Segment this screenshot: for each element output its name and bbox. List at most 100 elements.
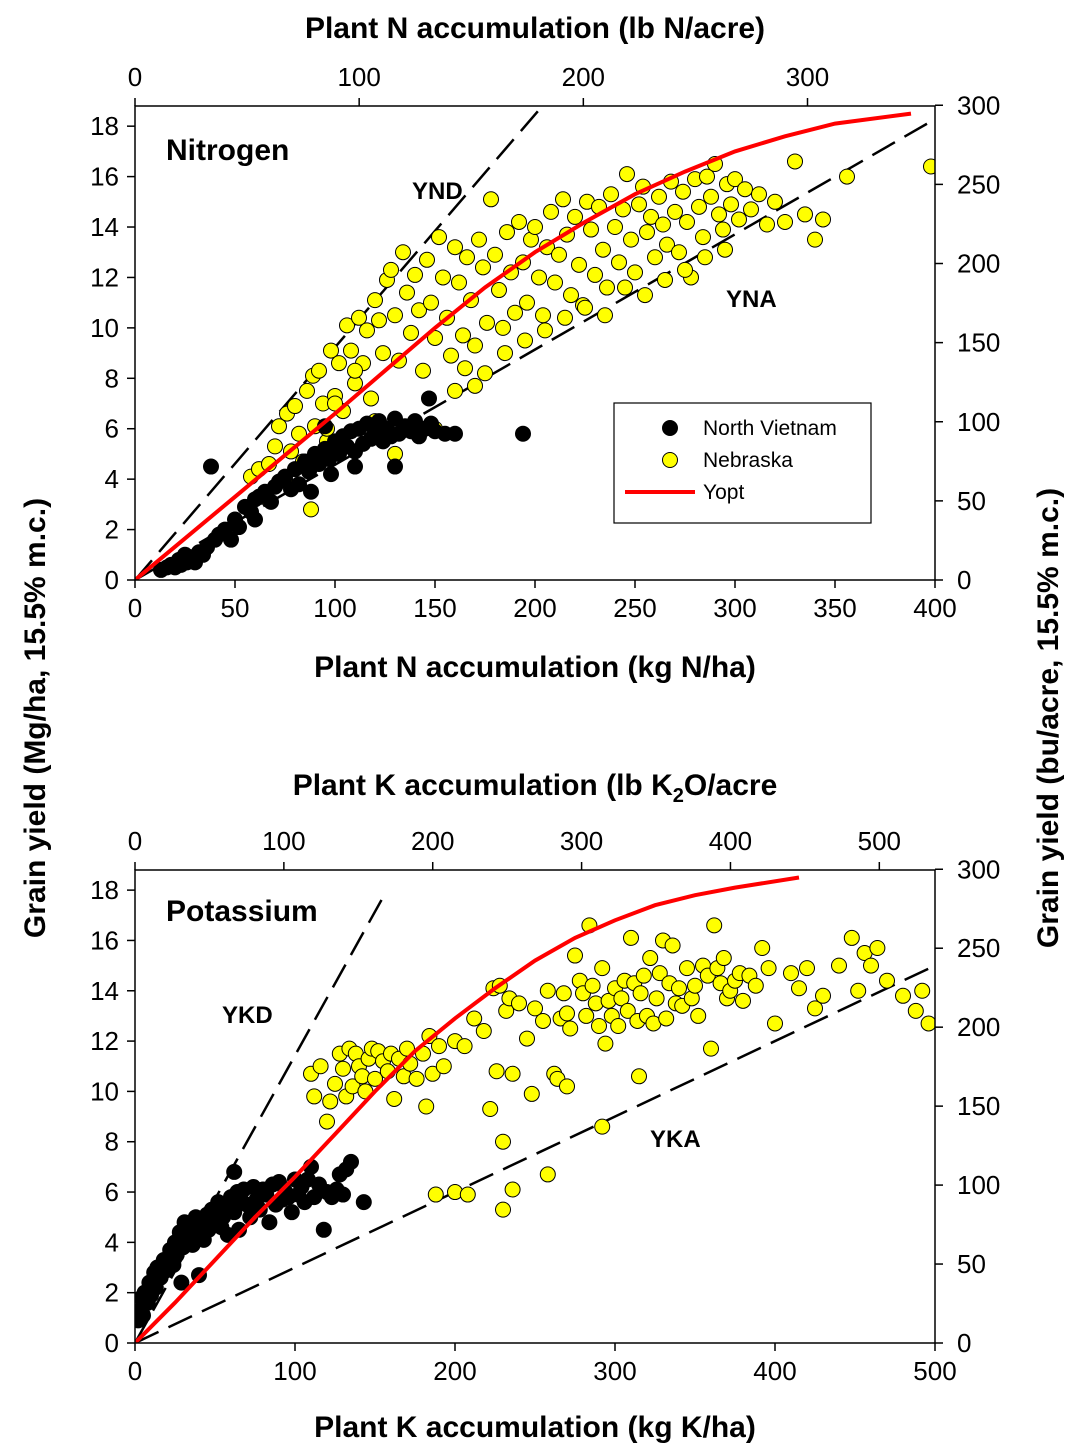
point-nebraska	[551, 246, 567, 263]
y-tick-label: 4	[105, 464, 119, 494]
point-nebraska	[423, 294, 439, 311]
point-nebraska	[631, 1068, 647, 1085]
point-nebraska	[831, 957, 847, 974]
plot-frame	[134, 869, 936, 1344]
right-tick-label: 150	[957, 328, 1000, 358]
point-nebraska	[559, 1005, 575, 1022]
point-nebraska	[787, 153, 803, 170]
point-nebraska	[751, 186, 767, 203]
point-nebraska	[879, 972, 895, 989]
point-nebraska	[767, 1015, 783, 1032]
point-nebraska	[479, 314, 495, 331]
point-nebraska	[583, 221, 599, 238]
point-nebraska	[591, 1017, 607, 1034]
point-nebraska	[407, 266, 423, 283]
right-tick-label: 300	[957, 90, 1000, 120]
point-nebraska	[697, 249, 713, 266]
top-tick-label: 200	[562, 62, 605, 92]
point-north-vietnam	[421, 390, 437, 407]
y-tick-label: 14	[90, 212, 119, 242]
top-tick-label: 0	[128, 826, 142, 856]
point-nebraska	[523, 1085, 540, 1102]
right-axis-title: Grain yield (bu/acre, 15.5% m.c.)	[1032, 488, 1065, 948]
point-nebraska	[578, 1007, 595, 1024]
x-tick-label: 50	[221, 593, 250, 623]
top-axis-title: Plant K accumulation (lb K2O/acre	[293, 769, 778, 807]
point-nebraska	[799, 960, 815, 977]
y-tick-label: 16	[90, 925, 119, 955]
point-nebraska	[466, 1010, 483, 1027]
point-nebraska	[435, 269, 451, 286]
panel-label: Potassium	[166, 895, 318, 928]
y-tick-label: 16	[90, 162, 119, 192]
y-tick-label: 0	[105, 1328, 119, 1358]
point-north-vietnam	[173, 1274, 190, 1291]
point-nebraska	[488, 1063, 505, 1080]
point-nebraska	[475, 1023, 492, 1040]
top-tick-label: 0	[128, 62, 142, 92]
point-north-vietnam	[231, 519, 247, 536]
right-tick-label: 250	[957, 933, 1000, 963]
point-nebraska	[287, 398, 303, 415]
bottom-axis-title: Plant N accumulation (kg N/ha)	[314, 651, 756, 684]
point-nebraska	[914, 982, 931, 999]
point-nebraska	[907, 1002, 924, 1019]
point-nebraska	[421, 1028, 438, 1045]
point-nebraska	[395, 244, 411, 261]
point-nebraska	[319, 1113, 335, 1130]
point-north-vietnam	[223, 531, 239, 548]
top-tick-label: 400	[709, 826, 752, 856]
point-nebraska	[603, 186, 619, 203]
point-nebraska	[495, 1201, 511, 1218]
point-nebraska	[597, 1035, 614, 1052]
point-nebraska	[767, 193, 783, 210]
point-nebraska	[807, 1000, 823, 1017]
point-nebraska	[587, 266, 603, 283]
point-nebraska	[547, 274, 563, 291]
point-nebraska	[539, 1166, 556, 1183]
point-nebraska	[343, 342, 359, 359]
point-nebraska	[594, 960, 611, 977]
point-nebraska	[671, 244, 687, 261]
point-nebraska	[482, 1101, 499, 1118]
potassium-panel: Plant K accumulation (lb K2O/acre Plant …	[90, 769, 1000, 1444]
point-nebraska	[431, 1038, 447, 1055]
point-nebraska	[539, 982, 556, 999]
right-tick-label: 200	[957, 249, 1000, 279]
point-nebraska	[519, 294, 535, 311]
point-nebraska	[777, 213, 793, 230]
y-tick-label: 6	[105, 414, 119, 444]
point-nebraska	[635, 967, 652, 984]
point-nebraska	[595, 241, 611, 258]
point-nebraska	[735, 992, 751, 1009]
point-nebraska	[531, 269, 547, 286]
point-nebraska	[647, 249, 663, 266]
point-nebraska	[451, 274, 467, 291]
bottom-axis-title: Plant K accumulation (kg K/ha)	[314, 1411, 756, 1444]
y-tick-label: 8	[105, 363, 119, 393]
point-nebraska	[627, 264, 643, 281]
point-nebraska	[648, 990, 665, 1007]
point-nebraska	[613, 990, 630, 1007]
point-nebraska	[411, 302, 427, 319]
plot-area	[135, 106, 935, 580]
point-nebraska	[491, 282, 507, 299]
point-nebraska	[504, 1065, 521, 1082]
point-nebraska	[679, 213, 695, 230]
point-nebraska	[507, 304, 523, 321]
point-nebraska	[386, 1090, 403, 1107]
point-nebraska	[567, 947, 583, 964]
point-nebraska	[895, 987, 911, 1004]
point-nebraska	[267, 438, 283, 455]
point-nebraska	[637, 287, 653, 304]
point-nebraska	[367, 1070, 383, 1087]
point-nebraska	[483, 191, 499, 208]
point-nebraska	[617, 279, 633, 296]
point-nebraska	[703, 188, 719, 205]
point-nebraska	[584, 977, 601, 994]
x-tick-label: 350	[813, 593, 856, 623]
point-nebraska	[671, 980, 687, 997]
legend-label: Yopt	[703, 481, 744, 504]
point-nebraska	[399, 284, 415, 301]
